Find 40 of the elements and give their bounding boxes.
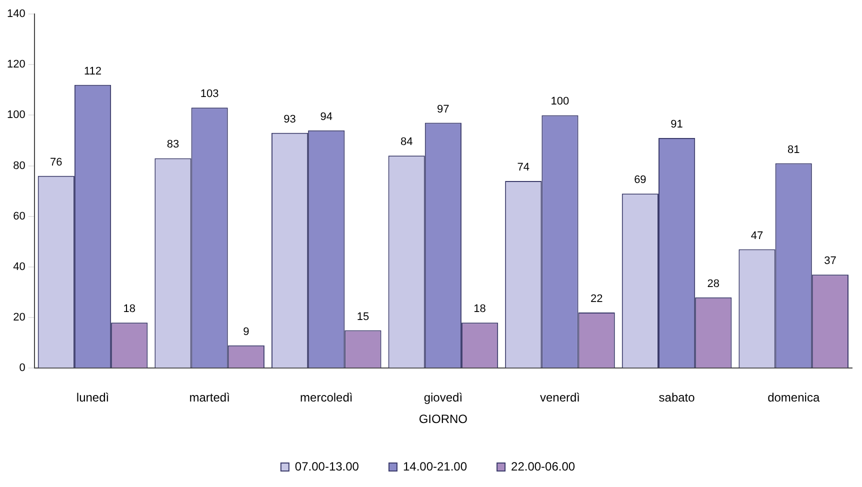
x-tick-label: mercoledì [300, 390, 353, 405]
data-label: 112 [84, 65, 102, 78]
y-tick-label: 120 [6, 58, 26, 71]
y-tick-label: 100 [6, 109, 26, 122]
data-label: 100 [550, 96, 570, 108]
data-label: 81 [787, 144, 800, 156]
x-tick-label: domenica [768, 390, 820, 405]
y-tick-label: 60 [13, 210, 26, 222]
data-label: 9 [243, 326, 250, 338]
x-tick-label: venerdì [540, 390, 580, 405]
y-tick-label: 20 [13, 312, 26, 324]
legend-label: 07.00-13.00 [294, 459, 360, 474]
data-label: 74 [517, 162, 530, 174]
legend-label: 22.00-06.00 [511, 459, 576, 474]
legend-label: 14.00-21.00 [402, 459, 468, 474]
y-tick-label: 140 [6, 8, 26, 20]
data-label: 83 [166, 138, 180, 151]
data-label: 37 [824, 255, 836, 268]
x-tick-label: lunedì [76, 390, 110, 405]
data-label: 18 [123, 303, 136, 316]
data-label: 18 [474, 303, 486, 316]
y-tick-label: 40 [13, 261, 26, 274]
y-tick-label: 0 [19, 362, 26, 374]
data-label: 22 [590, 293, 603, 306]
data-label: 28 [707, 278, 720, 290]
data-label: 94 [320, 110, 332, 123]
data-label: 93 [284, 113, 296, 126]
x-tick-label: martedì [189, 390, 230, 405]
data-label: 76 [50, 156, 62, 168]
data-label: 97 [437, 103, 450, 116]
data-label: 84 [400, 136, 413, 148]
x-tick-label: sabato [658, 390, 696, 405]
data-label: 103 [200, 88, 219, 100]
data-label: 91 [670, 118, 683, 130]
data-label: 15 [356, 310, 370, 323]
x-axis-title: GIORNO [418, 412, 468, 426]
x-tick-label: giovedì [424, 390, 463, 405]
data-label: 69 [634, 174, 646, 186]
data-label: 47 [750, 230, 764, 242]
y-tick-label: 80 [13, 160, 26, 172]
